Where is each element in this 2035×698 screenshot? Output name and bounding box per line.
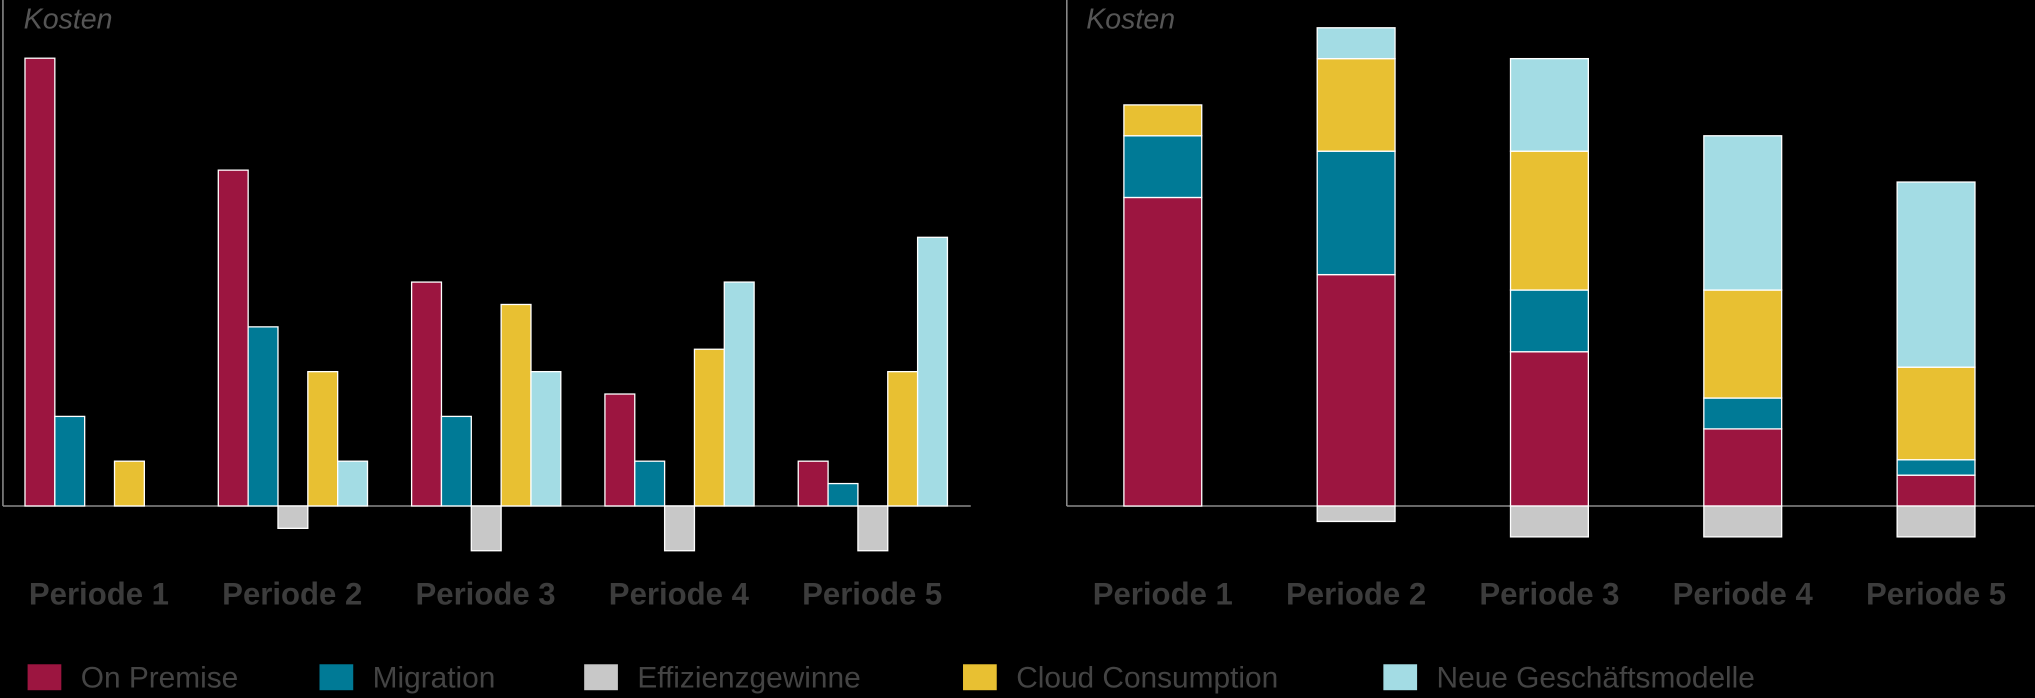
bar	[307, 370, 339, 507]
bar	[797, 460, 829, 507]
bar	[827, 482, 859, 507]
bar-segment	[1316, 27, 1396, 60]
bar	[604, 393, 636, 507]
x-tick-label: Periode 2	[1286, 577, 1426, 612]
bar	[24, 57, 56, 507]
legend-swatch	[963, 664, 997, 691]
legend-label: On Premise	[81, 662, 238, 695]
bar-segment	[1509, 150, 1590, 291]
bar-segment	[1896, 366, 1976, 461]
legend-swatch	[319, 664, 354, 691]
bar	[247, 326, 279, 507]
bar	[277, 505, 309, 529]
bar	[693, 348, 725, 507]
legend-label: Cloud Consumption	[1016, 662, 1278, 695]
x-tick-label: Periode 5	[1866, 577, 2006, 612]
bar-segment	[1316, 57, 1396, 152]
bar-segment	[1703, 428, 1783, 507]
x-tick-label: Periode 3	[416, 577, 556, 612]
x-tick-label: Periode 5	[802, 577, 942, 612]
bar-segment	[1703, 289, 1783, 399]
x-tick-label: Periode 4	[609, 577, 750, 612]
bar-segment	[1896, 505, 1976, 538]
bar-segment	[1703, 397, 1783, 430]
bar	[410, 281, 443, 507]
bar	[217, 169, 249, 507]
bar	[887, 370, 919, 507]
bar	[857, 505, 889, 552]
legend-swatch	[584, 664, 618, 691]
bar	[440, 415, 472, 507]
y-axis-label: Kosten	[24, 4, 113, 36]
bar-segment	[1509, 57, 1590, 152]
x-tick-label: Periode 1	[29, 577, 169, 612]
bar	[54, 415, 86, 507]
x-tick-label: Periode 4	[1673, 577, 1814, 612]
bar	[337, 460, 369, 507]
legend-swatch	[1383, 664, 1418, 691]
bar-segment	[1509, 351, 1590, 507]
bar	[470, 505, 502, 552]
x-tick-label: Periode 2	[222, 577, 362, 612]
bar	[916, 236, 949, 507]
bar-segment	[1123, 104, 1203, 137]
x-tick-label: Periode 1	[1093, 577, 1233, 612]
bar-segment	[1896, 459, 1976, 476]
bar	[500, 303, 532, 507]
bar-segment	[1896, 474, 1976, 507]
x-tick-label: Periode 3	[1479, 577, 1619, 612]
bar	[530, 370, 562, 507]
bar-segment	[1509, 505, 1590, 538]
legend-label: Migration	[373, 662, 496, 695]
bar-segment	[1896, 181, 1976, 368]
bar-segment	[1123, 135, 1203, 199]
bar	[723, 281, 755, 507]
y-axis-label: Kosten	[1086, 4, 1175, 36]
bar-segment	[1316, 505, 1396, 523]
legend-swatch	[27, 664, 62, 691]
bar-segment	[1703, 135, 1783, 291]
bar-segment	[1123, 196, 1203, 507]
legend-label: Neue Geschäftsmodelle	[1437, 662, 1755, 695]
bar	[113, 460, 145, 507]
bar-segment	[1703, 505, 1783, 538]
bar	[663, 505, 696, 552]
legend-label: Effizienzgewinne	[637, 662, 860, 695]
bar-segment	[1509, 289, 1590, 353]
bar	[634, 460, 666, 507]
bar-segment	[1316, 273, 1396, 507]
bar-segment	[1316, 150, 1396, 276]
